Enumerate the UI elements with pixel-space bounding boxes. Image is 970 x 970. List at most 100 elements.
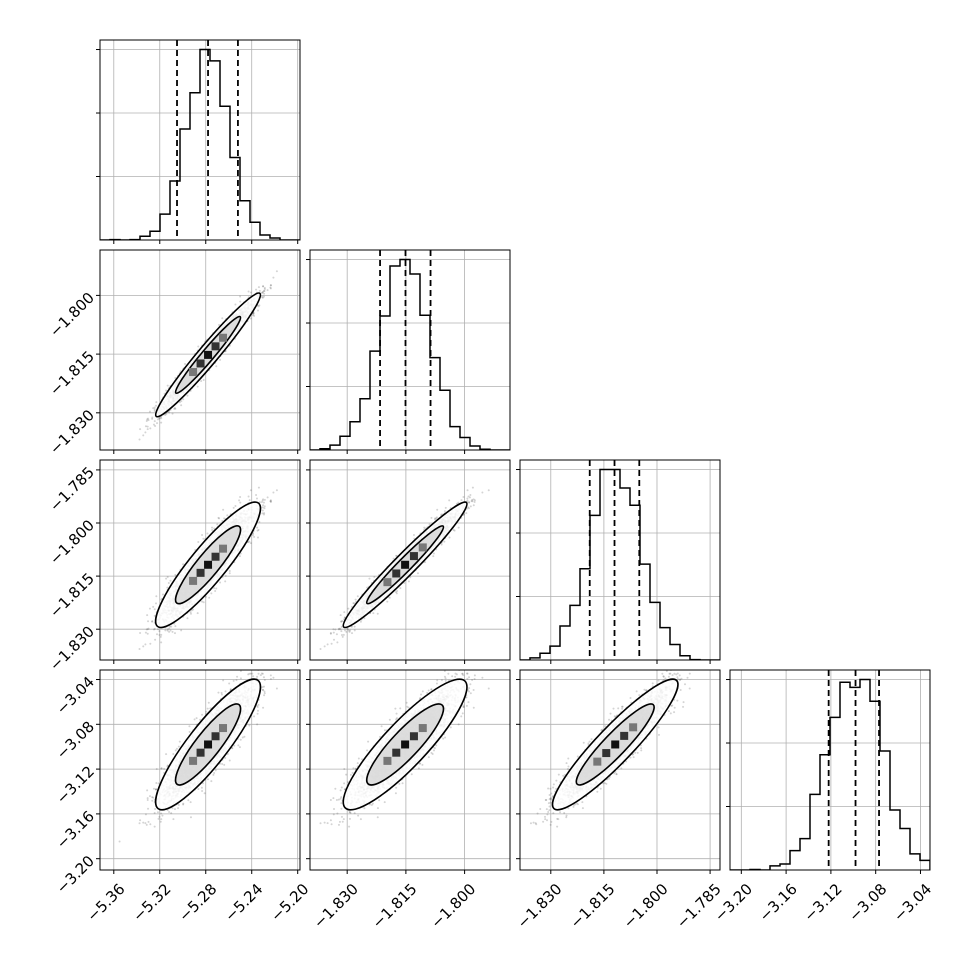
sample-point (266, 289, 269, 292)
sample-point (219, 581, 222, 584)
sample-point (156, 418, 159, 421)
sample-point (263, 507, 266, 510)
density-peak (219, 333, 228, 342)
sample-point (269, 284, 272, 287)
axes-frame (309, 249, 511, 451)
histogram-step (310, 258, 510, 450)
scatter-panel: −1.830 −1.815 −1.800 (46, 249, 301, 458)
sample-point (145, 420, 148, 423)
sample-point (160, 417, 163, 420)
sample-point (146, 628, 149, 631)
sample-point (152, 423, 155, 426)
sample-point (147, 417, 150, 420)
sample-point (158, 417, 161, 420)
sample-point (196, 612, 199, 615)
sample-point (272, 491, 275, 494)
sample-point (152, 407, 155, 410)
sample-point (158, 417, 161, 420)
sample-point (269, 500, 272, 503)
sample-point (160, 421, 163, 424)
sample-point (144, 431, 147, 434)
sample-point (202, 537, 205, 540)
sample-point (138, 438, 141, 441)
sample-point (146, 418, 149, 421)
sample-point (272, 276, 275, 279)
sample-point (161, 593, 164, 596)
sample-point (228, 570, 231, 573)
sample-point (263, 292, 266, 295)
sample-point (261, 291, 264, 294)
sample-point (154, 404, 157, 407)
sample-point (166, 384, 169, 387)
sample-point (252, 312, 255, 315)
sample-point (202, 379, 205, 382)
sample-point (263, 498, 266, 501)
sample-point (204, 595, 207, 598)
sample-point (168, 627, 171, 630)
sample-point (258, 521, 261, 524)
sample-point (186, 394, 189, 397)
sample-point (147, 627, 150, 630)
sample-point (221, 520, 224, 523)
axes-frame (99, 249, 301, 451)
sample-point (269, 287, 272, 290)
sample-point (258, 304, 261, 307)
sample-point (213, 527, 216, 530)
sample-point (151, 620, 154, 623)
sample-point (262, 295, 265, 298)
sample-point (180, 400, 183, 403)
sample-point (148, 607, 151, 610)
sample-point (155, 595, 158, 598)
sample-point (239, 300, 242, 303)
sample-point (149, 642, 152, 645)
sample-point (167, 582, 170, 585)
sample-point (138, 648, 141, 651)
sample-point (247, 290, 250, 293)
sample-point (257, 305, 260, 308)
sample-point (269, 284, 272, 287)
sample-point (139, 631, 142, 634)
sample-point (196, 385, 199, 388)
y-tick-label: −1.830 (46, 406, 98, 458)
sample-point (257, 486, 260, 489)
sample-point (159, 416, 162, 419)
sample-point (166, 586, 169, 589)
sample-point (147, 620, 150, 623)
sample-point (263, 289, 266, 292)
sample-point (159, 635, 162, 638)
sample-point (164, 414, 167, 417)
sample-point (168, 411, 171, 414)
sample-point (261, 296, 264, 299)
sample-point (178, 401, 181, 404)
sample-point (166, 628, 169, 631)
density-peak (211, 342, 220, 351)
sample-point (144, 631, 147, 634)
sample-point (201, 533, 204, 536)
sample-point (186, 617, 189, 620)
sample-point (257, 309, 260, 312)
sample-point (153, 409, 156, 412)
sample-point (119, 667, 121, 669)
sample-point (184, 363, 187, 366)
sample-point (170, 625, 173, 628)
sample-point (249, 291, 252, 294)
y-tick-label: −1.800 (46, 289, 98, 341)
sample-point (173, 406, 176, 409)
sample-point (142, 645, 145, 648)
sample-point (171, 630, 174, 633)
density-peak (189, 368, 198, 377)
density-peak (196, 359, 205, 368)
sample-point (154, 425, 157, 428)
y-tick-label: −1.815 (46, 347, 98, 399)
sample-point (200, 380, 203, 383)
sample-point (219, 358, 222, 361)
sample-point (168, 630, 171, 633)
density-peak (204, 350, 213, 359)
scatter-panel: −1.830−1.815−1.800−1.785 (46, 459, 301, 674)
sample-point (269, 286, 272, 289)
sample-point (165, 389, 168, 392)
sample-point (224, 574, 227, 577)
sample-point (153, 408, 156, 411)
sample-point (155, 401, 158, 404)
